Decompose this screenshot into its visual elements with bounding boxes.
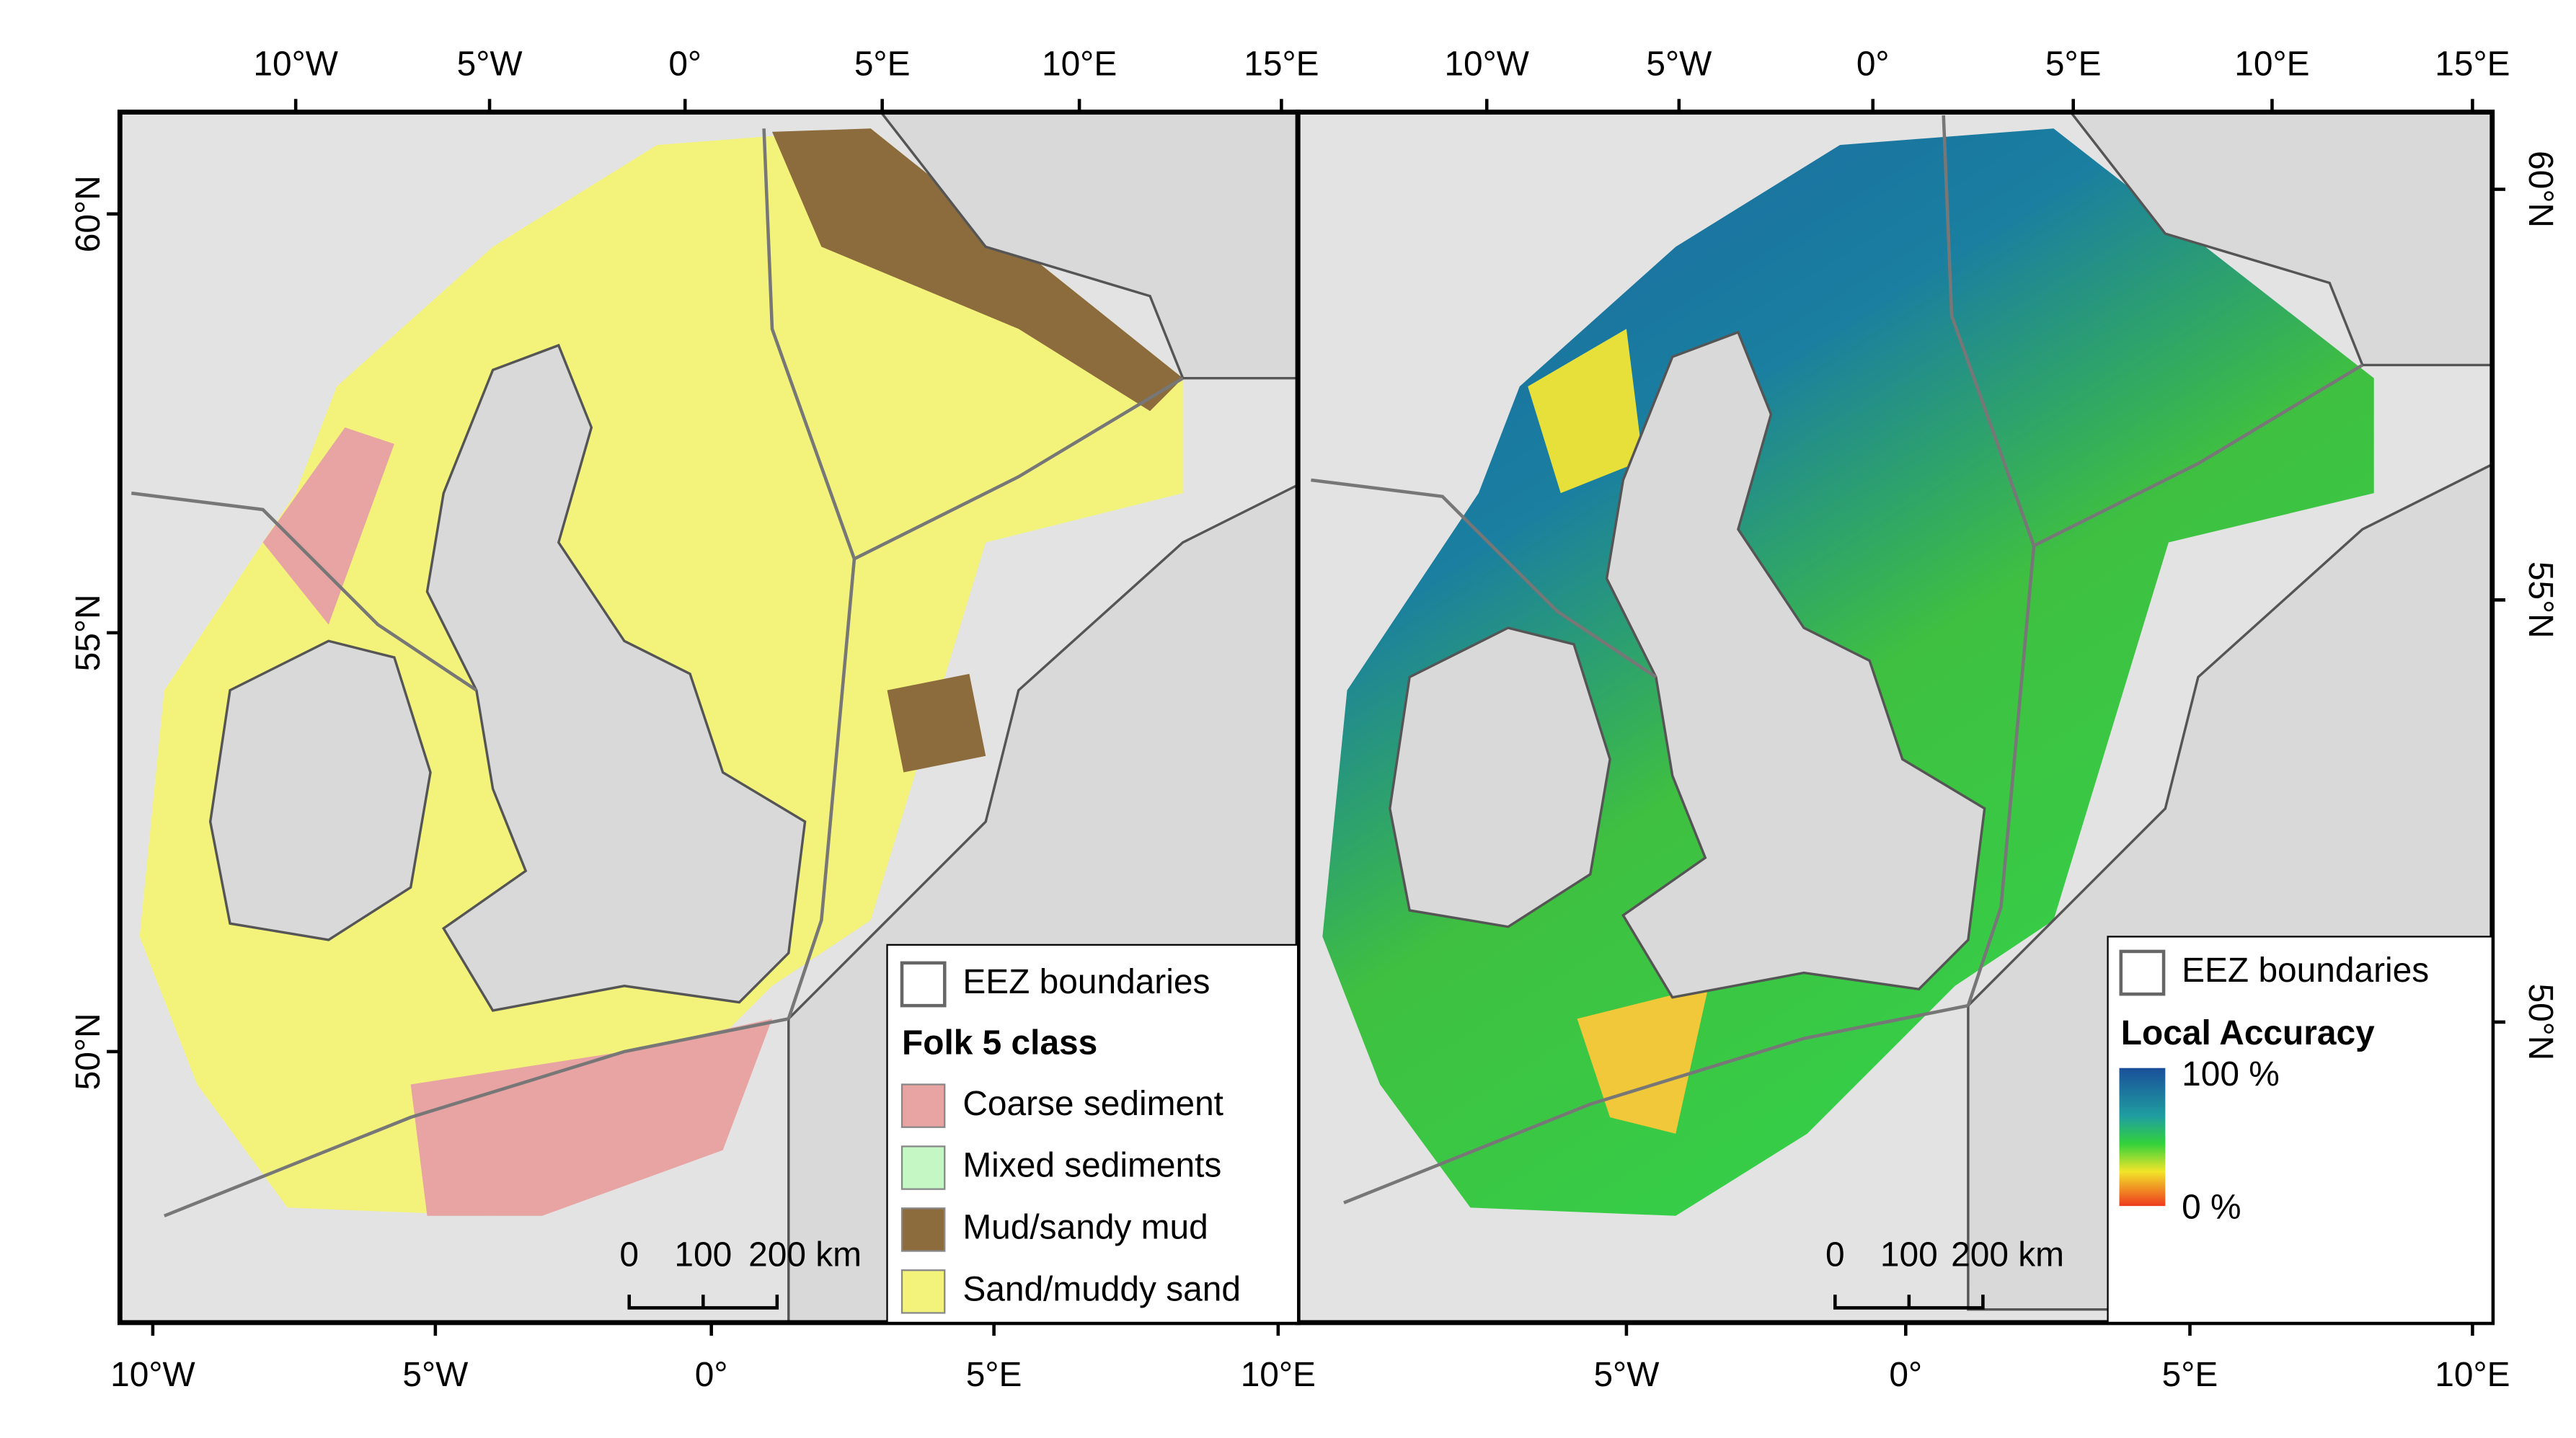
scale-label: 100 [674,1235,732,1274]
ramp-min-label: 0 % [2182,1188,2241,1226]
legend-label: EEZ boundaries [962,963,1210,1001]
legend-swatch [900,1269,946,1314]
legend-label: Mud/sandy mud [962,1209,1208,1247]
longitude-label: 10°E [1241,1356,1316,1394]
legend-label: EEZ boundaries [2182,951,2429,990]
longitude-label: 5°E [966,1356,1022,1394]
scale-label: 0 [619,1235,639,1274]
longitude-label: 5°E [2045,45,2102,83]
longitude-label: 0° [1856,45,1890,83]
longitude-label: 0° [695,1356,728,1394]
legend-title: Local Accuracy [2121,1014,2375,1052]
legend-swatch [900,1145,946,1190]
scale-label: 100 [1880,1235,1938,1274]
latitude-label: 50°N [2521,983,2559,1060]
scale-label: 200 km [1951,1235,2064,1274]
longitude-label: 10°W [1444,45,1529,83]
longitude-label: 15°E [2435,45,2510,83]
legend-swatch [900,1207,946,1252]
latitude-label: 55°N [69,594,107,671]
latitude-label: 60°N [69,175,107,252]
longitude-label: 10°E [2234,45,2309,83]
longitude-label: 0° [668,45,701,83]
longitude-label: 10°E [2435,1356,2510,1394]
legend-label: Coarse sediment [962,1085,1223,1123]
longitude-label: 10°W [110,1356,195,1394]
longitude-label: 5°E [854,45,911,83]
latitude-label: 55°N [2521,562,2559,639]
longitude-label: 10°W [253,45,338,83]
longitude-label: 15°E [1244,45,1319,83]
longitude-label: 10°E [1042,45,1117,83]
legend-swatch [900,1083,946,1128]
longitude-label: 0° [1889,1356,1922,1394]
latitude-label: 50°N [69,1013,107,1090]
legend-label: Sand/muddy sand [962,1270,1241,1308]
legend-title: Folk 5 class [902,1024,1097,1062]
right-frame [1295,110,2495,1326]
longitude-label: 5°W [1593,1356,1659,1394]
latitude-label: 60°N [2521,151,2559,228]
longitude-label: 5°E [2162,1356,2218,1394]
longitude-label: 5°W [402,1356,468,1394]
right-legend [2107,936,2493,1324]
color-ramp [2119,1068,2166,1207]
legend-swatch [2119,949,2166,996]
longitude-label: 5°W [1646,45,1712,83]
legend-label: Mixed sediments [962,1147,1221,1185]
scale-label: 0 [1825,1235,1845,1274]
legend-swatch [900,961,947,1008]
left-map [120,112,1314,1323]
scale-label: 200 km [748,1235,862,1274]
longitude-label: 5°W [457,45,523,83]
left-legend [886,944,1299,1324]
ramp-max-label: 100 % [2182,1055,2280,1093]
